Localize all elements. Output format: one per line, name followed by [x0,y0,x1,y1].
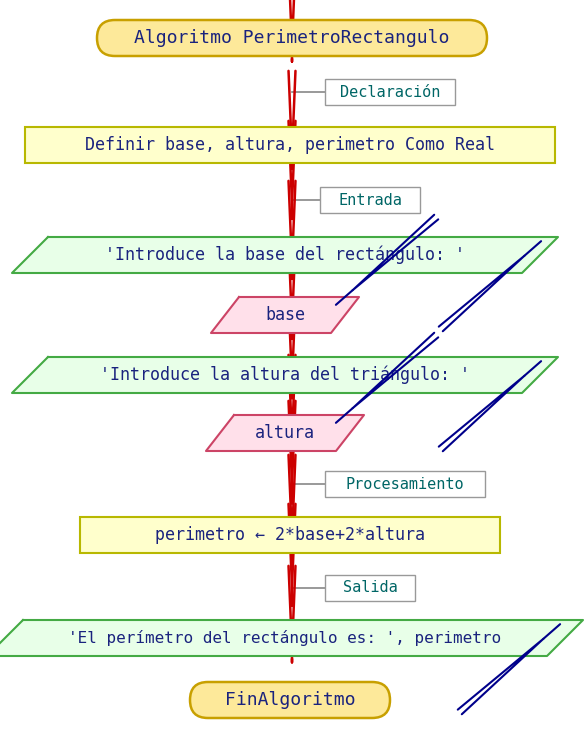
Text: Procesamiento: Procesamiento [346,476,464,492]
FancyBboxPatch shape [190,682,390,718]
Polygon shape [206,415,364,451]
Bar [325,575,415,601]
Bar [320,187,420,213]
Text: Salida: Salida [343,581,397,595]
Text: 'Introduce la altura del triángulo: ': 'Introduce la altura del triángulo: ' [100,366,470,384]
FancyBboxPatch shape [97,20,487,56]
Text: perimetro ← 2*base+2*altura: perimetro ← 2*base+2*altura [155,526,425,544]
Bar [80,517,500,553]
Polygon shape [12,237,558,273]
Text: Algoritmo PerimetroRectangulo: Algoritmo PerimetroRectangulo [134,29,450,47]
Polygon shape [12,357,558,393]
Text: Entrada: Entrada [338,193,402,207]
Text: Declaración: Declaración [340,85,440,99]
Bar [325,79,455,105]
Bar [25,127,555,163]
Text: Definir base, altura, perimetro Como Real: Definir base, altura, perimetro Como Rea… [85,136,495,154]
Text: 'El perímetro del rectángulo es: ', perimetro: 'El perímetro del rectángulo es: ', peri… [68,630,502,646]
Polygon shape [211,297,359,333]
Text: altura: altura [255,424,315,442]
Text: base: base [265,306,305,324]
Bar [325,471,485,497]
Polygon shape [0,620,583,656]
Text: FinAlgoritmo: FinAlgoritmo [225,691,355,709]
Text: 'Introduce la base del rectángulo: ': 'Introduce la base del rectángulo: ' [105,245,465,265]
